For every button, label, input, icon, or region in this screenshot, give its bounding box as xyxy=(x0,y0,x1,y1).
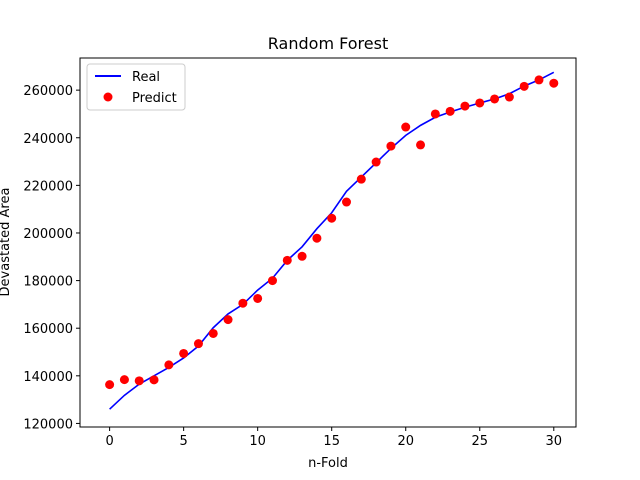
data-point-predict xyxy=(179,348,189,358)
data-point-predict xyxy=(371,157,381,167)
data-point-predict xyxy=(430,109,440,119)
x-tick-label: 30 xyxy=(546,434,563,449)
legend-label-predict: Predict xyxy=(132,91,177,106)
data-point-predict xyxy=(149,375,159,385)
data-point-predict xyxy=(208,328,218,338)
data-point-predict xyxy=(342,197,352,207)
axes-frame xyxy=(79,57,577,428)
data-point-predict xyxy=(475,98,485,108)
data-point-predict xyxy=(401,122,411,132)
data-point-predict xyxy=(297,251,307,261)
x-tick-label: 10 xyxy=(249,434,266,449)
data-point-predict xyxy=(164,360,174,370)
y-tick-label: 120000 xyxy=(23,417,73,432)
y-tick-label: 140000 xyxy=(23,370,73,385)
data-point-predict xyxy=(134,376,144,386)
x-tick-label: 15 xyxy=(323,434,340,449)
x-tick-label: 25 xyxy=(471,434,488,449)
x-tick-label: 20 xyxy=(397,434,414,449)
data-point-predict xyxy=(534,75,544,85)
x-tick-label: 5 xyxy=(180,434,188,449)
data-point-predict xyxy=(193,339,203,349)
data-point-predict xyxy=(327,213,337,223)
data-point-predict xyxy=(504,92,514,102)
y-tick-label: 220000 xyxy=(23,179,73,194)
chart-title: Random Forest xyxy=(268,34,388,53)
legend-marker-predict xyxy=(103,92,113,102)
x-axis-label: n-Fold xyxy=(308,456,348,471)
x-tick-label: 0 xyxy=(105,434,113,449)
plot-area xyxy=(105,71,559,410)
y-tick-label: 260000 xyxy=(23,84,73,99)
data-point-predict xyxy=(105,380,115,390)
data-point-predict xyxy=(282,255,292,265)
data-point-predict xyxy=(519,81,529,91)
data-point-predict xyxy=(490,94,500,104)
data-point-predict xyxy=(223,315,233,325)
y-tick-label: 240000 xyxy=(23,132,73,147)
data-point-predict xyxy=(416,140,426,150)
data-point-predict xyxy=(238,298,248,308)
x-axis: 0 5 10 15 20 25 30 xyxy=(105,427,562,449)
data-point-predict xyxy=(312,233,322,243)
data-point-predict xyxy=(386,141,396,151)
data-point-predict xyxy=(267,276,277,286)
y-axis-label: Devastated Area xyxy=(0,188,13,297)
data-point-predict xyxy=(549,78,559,88)
legend-label-real: Real xyxy=(132,70,160,85)
data-point-predict xyxy=(460,101,470,111)
y-axis: 120000 140000 160000 180000 200000 220000 2400… xyxy=(23,84,80,432)
legend: Real Predict xyxy=(86,63,186,111)
data-point-predict xyxy=(356,174,366,184)
data-point-predict xyxy=(119,375,129,385)
data-point-predict xyxy=(253,293,263,303)
y-tick-label: 160000 xyxy=(23,322,73,337)
y-tick-label: 180000 xyxy=(23,275,73,290)
data-point-predict xyxy=(445,106,455,116)
y-tick-label: 200000 xyxy=(23,227,73,242)
